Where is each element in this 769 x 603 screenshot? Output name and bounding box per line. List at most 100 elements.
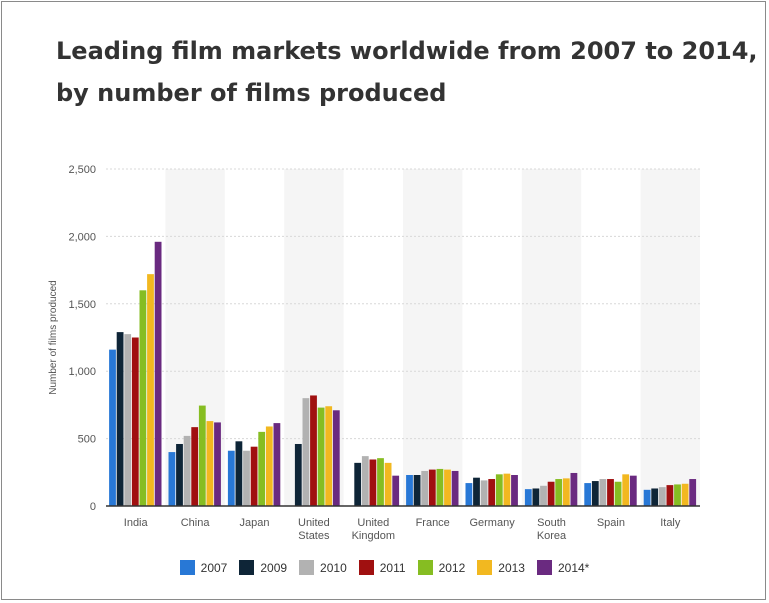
legend-label: 2009 bbox=[260, 560, 288, 575]
bar-2014-8 bbox=[629, 475, 637, 506]
x-tick-label: Korea bbox=[537, 530, 567, 542]
chart-legend: 2007 2009 2010 2011 2012 2013 2014* bbox=[0, 560, 769, 576]
chart-title: Leading film markets worldwide from 2007… bbox=[56, 37, 758, 65]
bar-2011-5 bbox=[428, 469, 436, 506]
legend-label: 2011 bbox=[379, 560, 406, 575]
legend-label: 2012 bbox=[438, 560, 466, 575]
chart-title-block: Leading film markets worldwide from 2007… bbox=[56, 30, 758, 114]
y-tick-label: 2,000 bbox=[68, 231, 96, 243]
bar-2009-8 bbox=[591, 481, 599, 506]
x-tick-label: Italy bbox=[660, 517, 681, 529]
y-tick-label: 1,500 bbox=[68, 299, 96, 311]
x-tick-label: United bbox=[298, 517, 330, 529]
bar-2013-6 bbox=[503, 473, 511, 506]
bar-2013-7 bbox=[562, 478, 570, 506]
bar-2009-6 bbox=[473, 477, 480, 506]
bar-2009-4 bbox=[354, 462, 362, 506]
legend-item[interactable]: 2010 bbox=[299, 560, 347, 576]
bar-2007-6 bbox=[465, 483, 473, 506]
bar-2011-4 bbox=[369, 459, 377, 506]
legend-swatch bbox=[358, 560, 374, 576]
bar-2012-1 bbox=[198, 405, 206, 506]
bar-2010-3 bbox=[302, 398, 310, 506]
bar-2013-9 bbox=[681, 483, 689, 506]
legend-swatch bbox=[477, 560, 493, 576]
legend-item[interactable]: 2007 bbox=[179, 560, 228, 576]
y-axis-label: Number of films produced bbox=[48, 280, 59, 395]
bar-2014-9 bbox=[689, 479, 697, 506]
bar-2012-4 bbox=[377, 458, 384, 506]
bar-2007-7 bbox=[524, 489, 532, 506]
legend-item[interactable]: 2012 bbox=[417, 560, 466, 576]
x-tick-label: South bbox=[537, 517, 566, 529]
bar-2011-2 bbox=[250, 446, 258, 506]
bar-2010-7 bbox=[540, 485, 547, 506]
legend-label: 2013 bbox=[498, 560, 525, 575]
bar-2010-1 bbox=[183, 435, 191, 506]
x-tick-label: United bbox=[357, 517, 389, 529]
legend-item[interactable]: 2013 bbox=[477, 560, 525, 576]
bar-2009-9 bbox=[651, 488, 659, 506]
bar-2013-4 bbox=[384, 462, 392, 506]
x-tick-label: India bbox=[124, 517, 149, 529]
legend-item[interactable]: 2011 bbox=[358, 560, 406, 576]
legend-swatch bbox=[179, 560, 195, 576]
bar-2013-5 bbox=[444, 469, 451, 506]
legend-item[interactable]: 2009 bbox=[239, 560, 288, 576]
bar-2007-2 bbox=[227, 450, 235, 506]
x-tick-label: France bbox=[416, 517, 450, 529]
bar-2012-6 bbox=[495, 474, 503, 506]
bar-2014-6 bbox=[511, 475, 518, 506]
bar-2007-8 bbox=[584, 483, 592, 506]
bar-2007-5 bbox=[406, 475, 413, 506]
bar-2011-0 bbox=[131, 337, 139, 506]
bar-2010-9 bbox=[658, 487, 666, 506]
category-band bbox=[640, 169, 700, 506]
bar-2013-3 bbox=[325, 406, 333, 506]
bar-2013-1 bbox=[206, 421, 214, 506]
bar-2014-1 bbox=[214, 422, 221, 506]
bar-2007-9 bbox=[643, 489, 651, 506]
bar-2011-3 bbox=[310, 395, 317, 506]
legend-swatch bbox=[239, 560, 255, 576]
x-tick-label: Spain bbox=[597, 517, 625, 529]
bar-2013-2 bbox=[265, 426, 273, 506]
bar-2009-1 bbox=[176, 443, 183, 506]
bar-2014-0 bbox=[154, 241, 162, 507]
category-band bbox=[403, 169, 463, 506]
y-tick-label: 1,000 bbox=[68, 366, 96, 378]
bar-2013-0 bbox=[147, 274, 154, 506]
bar-2012-5 bbox=[436, 468, 444, 506]
category-band bbox=[521, 169, 582, 506]
y-tick-label: 500 bbox=[78, 434, 96, 446]
bar-2012-2 bbox=[258, 431, 266, 506]
x-tick-label: Japan bbox=[240, 517, 270, 529]
bar-2010-5 bbox=[421, 470, 429, 506]
bar-2010-2 bbox=[243, 450, 250, 506]
bar-2011-7 bbox=[547, 481, 555, 506]
bar-2013-8 bbox=[622, 474, 630, 506]
bar-2009-7 bbox=[532, 488, 540, 506]
legend-swatch bbox=[417, 560, 433, 576]
bar-2012-7 bbox=[555, 479, 563, 506]
legend-label: 2010 bbox=[320, 560, 347, 575]
bar-2012-8 bbox=[614, 481, 622, 506]
bar-2011-9 bbox=[666, 485, 674, 506]
legend-label: 2007 bbox=[200, 560, 228, 575]
bar-2014-4 bbox=[392, 475, 400, 506]
bar-2009-0 bbox=[116, 332, 124, 506]
bar-2011-6 bbox=[488, 479, 496, 506]
bar-2012-9 bbox=[674, 484, 681, 506]
bar-2007-0 bbox=[109, 349, 116, 506]
x-tick-label: Germany bbox=[469, 517, 515, 529]
bar-2014-5 bbox=[451, 470, 459, 506]
x-tick-label: Kingdom bbox=[352, 530, 395, 542]
x-tick-label: China bbox=[181, 517, 211, 529]
bar-2009-3 bbox=[294, 443, 302, 506]
bar-2014-2 bbox=[273, 423, 281, 506]
y-tick-label: 2,500 bbox=[68, 164, 96, 176]
bar-2010-0 bbox=[124, 334, 132, 506]
bar-2012-0 bbox=[139, 290, 147, 506]
legend-item[interactable]: 2014* bbox=[536, 560, 589, 576]
